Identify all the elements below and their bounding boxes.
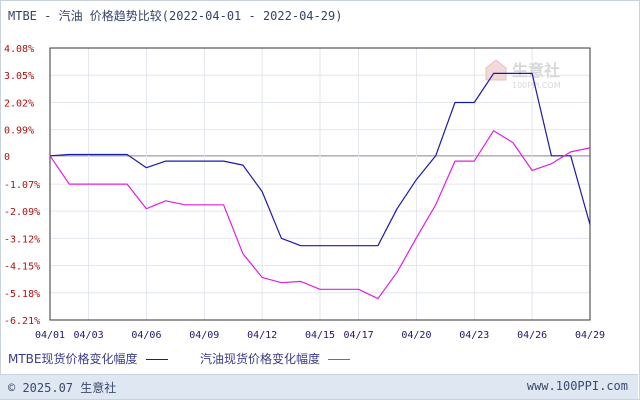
x-tick-label: 04/23: [459, 330, 489, 341]
legend-item-mtbe: MTBE现货价格变化幅度: [8, 350, 168, 367]
x-tick-label: 04/17: [344, 330, 374, 341]
y-tick-label: 0.99%: [4, 126, 34, 137]
y-tick-label: 3.05%: [4, 71, 34, 82]
legend-label-gasoline: 汽油现货价格变化幅度: [200, 352, 321, 366]
y-tick-label: 2.02%: [4, 98, 34, 109]
y-tick-label: -1.07%: [4, 180, 40, 191]
y-tick-label: -5.18%: [4, 289, 40, 300]
axes: [49, 47, 591, 321]
y-tick-label: -3.12%: [4, 234, 40, 245]
x-tick-label: 04/12: [247, 330, 277, 341]
copyright-text: © 2025.07 生意社: [8, 381, 117, 395]
site-link[interactable]: www.100PPI.com: [526, 379, 628, 393]
y-tick-label: -6.21%: [4, 316, 40, 327]
plot-area-border: [49, 47, 591, 321]
legend-swatch-gasoline: [328, 359, 351, 360]
x-tick-label: 04/15: [305, 330, 335, 341]
legend-swatch-mtbe: [145, 359, 168, 360]
watermark-text: 生意社: [512, 61, 560, 80]
grid: [49, 47, 591, 321]
x-tick-label: 04/26: [517, 330, 547, 341]
watermark-subtext: 100PPI.COM: [512, 81, 561, 90]
series-lines: [49, 72, 591, 300]
tick-labels: 4.08% 3.05% 2.02% 0.99% 0 -1.07% -2.09% -3.12% -…: [4, 44, 605, 341]
y-tick-label: -4.15%: [4, 262, 40, 273]
x-tick-label: 04/01: [35, 330, 65, 341]
y-tick-label: 0: [4, 152, 10, 163]
legend-label-mtbe: MTBE现货价格变化幅度: [8, 352, 138, 366]
x-tick-label: 04/20: [401, 330, 431, 341]
watermark-house-icon: [485, 59, 507, 81]
x-tick-label: 04/29: [575, 330, 605, 341]
series-line-mtbe: [49, 72, 591, 247]
chart-title: MTBE - 汽油 价格趋势比较(2022-04-01 - 2022-04-29…: [8, 9, 343, 23]
x-tick-label: 04/09: [189, 330, 219, 341]
legend: MTBE现货价格变化幅度 汽油现货价格变化幅度: [0, 350, 640, 368]
legend-item-gasoline: 汽油现货价格变化幅度: [200, 350, 351, 367]
x-tick-label: 04/06: [131, 330, 161, 341]
x-tick-label: 04/03: [74, 330, 104, 341]
series-line-gasoline: [49, 130, 591, 300]
footer-bar: © 2025.07 生意社 www.100PPI.com: [0, 374, 638, 399]
y-tick-label: 4.08%: [4, 44, 34, 55]
y-tick-label: -2.09%: [4, 207, 40, 218]
